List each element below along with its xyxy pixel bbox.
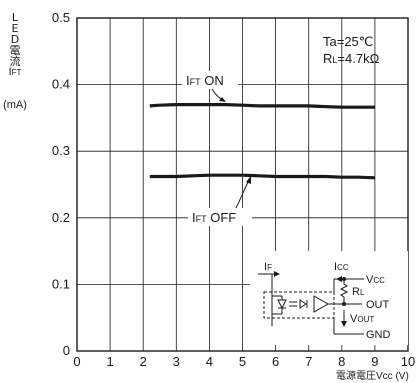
y-tick-label: 0.2: [52, 210, 70, 225]
circuit-if-label: IF: [264, 261, 272, 273]
condition-ta: Ta=25℃: [323, 34, 373, 49]
circuit-icc-label: ICC: [334, 261, 349, 273]
x-tick-labels: 0 1 2 3 4 5 6 7 8 9 10: [73, 354, 415, 369]
y-axis-label: L E D 電 流 IFT: [4, 12, 26, 78]
amplifier-icon: [313, 295, 330, 313]
test-circuit-inset: IF ICC VCC RL OUT: [250, 251, 408, 345]
x-tick-label: 9: [371, 354, 378, 369]
ift-on-pointer-arrowhead: [219, 97, 226, 102]
y-axis-label-char: L: [11, 11, 19, 24]
x-tick-label: 10: [401, 354, 415, 369]
x-tick-label: 3: [173, 354, 180, 369]
y-axis-label-symbol: IFT: [8, 66, 22, 78]
x-tick-label: 1: [106, 354, 113, 369]
y-axis-label-char: E: [11, 22, 19, 35]
resistor-icon: [339, 281, 349, 304]
circuit-gnd-label: GND: [366, 329, 391, 341]
ift-off-pointer-arrowhead: [246, 176, 251, 184]
y-axis-unit: (mA): [3, 99, 27, 111]
x-tick-label: 8: [338, 354, 345, 369]
x-tick-label: 0: [73, 354, 80, 369]
y-tick-label: 0.3: [52, 143, 70, 158]
photodiode-icon: [299, 299, 307, 309]
series-lines: [149, 102, 375, 180]
series-line-ift-off: [149, 173, 375, 180]
y-tick-label: 0.4: [52, 77, 70, 92]
plot-frame: [76, 17, 409, 352]
circuit-rl-label: RL: [352, 286, 365, 298]
condition-rl: RL=4.7kΩ: [323, 51, 380, 66]
svg-text:IFT ON: IFT ON: [186, 73, 224, 88]
series-label-ift-on: IFT ON: [182, 71, 238, 89]
x-tick-label: 4: [206, 354, 213, 369]
series-label-ift-off: IFT OFF: [188, 208, 252, 226]
y-axis-label-char: 電: [9, 44, 21, 57]
y-axis-label-char: 流: [9, 55, 21, 68]
y-tick-label: 0: [63, 343, 70, 358]
y-tick-labels: 0 0.1 0.2 0.3 0.4 0.5: [52, 10, 70, 358]
x-axis-label: 電源電圧Vcc (V): [336, 369, 409, 382]
y-tick-label: 0.1: [52, 276, 70, 291]
circuit-package-outline: [263, 291, 335, 319]
x-tick-label: 2: [140, 354, 147, 369]
y-axis-label-char: D: [10, 33, 20, 46]
circuit-vout-label: VOUT: [350, 313, 374, 325]
circuit-out-label: OUT: [366, 299, 390, 311]
x-tick-label: 6: [272, 354, 279, 369]
x-tick-label: 7: [305, 354, 312, 369]
circuit-vcc-label: VCC: [366, 274, 385, 286]
x-tick-label: 5: [239, 354, 246, 369]
svg-text:IFT OFF: IFT OFF: [192, 210, 236, 225]
series-line-ift-on: [149, 102, 375, 109]
y-tick-label: 0.5: [52, 10, 70, 25]
